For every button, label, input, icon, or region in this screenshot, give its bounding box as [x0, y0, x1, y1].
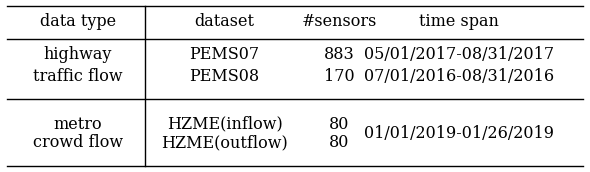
Text: traffic flow: traffic flow [33, 68, 123, 85]
Text: 05/01/2017-08/31/2017: 05/01/2017-08/31/2017 [365, 46, 555, 63]
Text: 883: 883 [324, 46, 355, 63]
Text: crowd flow: crowd flow [32, 134, 123, 151]
Text: 80: 80 [329, 116, 349, 133]
Text: PEMS07: PEMS07 [189, 46, 260, 63]
Text: 80: 80 [329, 134, 349, 151]
Text: highway: highway [44, 46, 112, 63]
Text: 170: 170 [324, 68, 355, 85]
Text: HZME(inflow): HZME(inflow) [166, 116, 283, 133]
Text: dataset: dataset [195, 13, 254, 30]
Text: #sensors: #sensors [301, 13, 377, 30]
Text: data type: data type [40, 13, 116, 30]
Text: metro: metro [54, 116, 102, 133]
Text: 07/01/2016-08/31/2016: 07/01/2016-08/31/2016 [365, 68, 555, 85]
Text: 01/01/2019-01/26/2019: 01/01/2019-01/26/2019 [365, 125, 555, 142]
Text: HZME(outflow): HZME(outflow) [161, 134, 288, 151]
Text: PEMS08: PEMS08 [189, 68, 260, 85]
Text: time span: time span [419, 13, 499, 30]
